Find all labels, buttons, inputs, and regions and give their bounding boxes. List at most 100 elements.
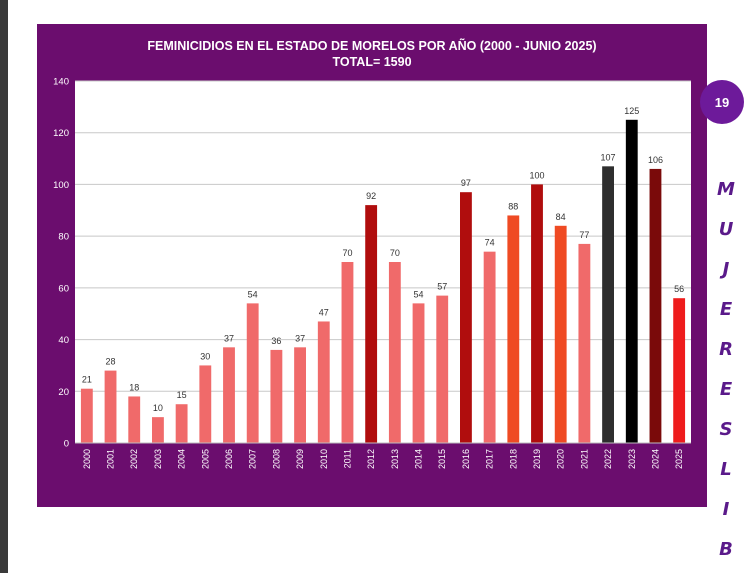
bar: [554, 225, 567, 443]
side-letter: J: [722, 259, 730, 280]
bar: [507, 215, 520, 443]
data-label: 100: [529, 170, 544, 180]
bar: [531, 184, 543, 443]
page: FEMINICIDIOS EN EL ESTADO DE MORELOS POR…: [8, 0, 756, 573]
x-tick-label: 2011: [342, 449, 352, 468]
bar: [223, 347, 235, 443]
x-tick-label: 2016: [461, 449, 471, 469]
bar: [270, 349, 283, 443]
x-tick-label: 2019: [532, 449, 542, 469]
bar: [317, 321, 330, 443]
plot-area: [75, 81, 691, 443]
bar: [365, 205, 378, 443]
x-tick-label: 2012: [366, 449, 376, 469]
bar: [673, 298, 686, 443]
bar: [460, 192, 472, 443]
data-label: 47: [319, 307, 329, 317]
chart-title: FEMINICIDIOS EN EL ESTADO DE MORELOS POR…: [147, 39, 597, 53]
bar: [199, 365, 212, 443]
data-label: 106: [648, 155, 663, 165]
side-letter: I: [722, 499, 730, 520]
x-tick-label: 2007: [248, 449, 258, 469]
bar: [175, 404, 188, 443]
data-label: 54: [414, 289, 424, 299]
x-tick-label: 2024: [650, 449, 660, 469]
y-tick-label: 120: [53, 128, 69, 139]
chart-title-block: FEMINICIDIOS EN EL ESTADO DE MORELOS POR…: [37, 38, 707, 70]
data-label: 54: [248, 289, 258, 299]
x-tick-label: 2022: [603, 449, 613, 469]
bar: [602, 166, 614, 444]
x-tick-label: 2008: [271, 449, 281, 469]
chart-subtitle: TOTAL= 1590: [332, 55, 412, 69]
bar: [246, 303, 259, 443]
bar: [412, 303, 425, 443]
x-tick-label: 2006: [224, 449, 234, 469]
data-label: 97: [461, 178, 471, 188]
x-tick-label: 2025: [674, 449, 684, 469]
bar: [341, 262, 354, 443]
bar: [128, 396, 141, 443]
side-letter: L: [720, 459, 732, 480]
bar: [388, 262, 401, 443]
y-tick-label: 140: [53, 77, 69, 88]
x-tick-label: 2013: [390, 449, 400, 469]
x-tick-label: 2000: [82, 449, 92, 469]
data-label: 107: [601, 152, 616, 162]
data-label: 77: [579, 230, 589, 240]
x-tick-label: 2001: [106, 449, 116, 469]
data-label: 30: [200, 351, 210, 361]
y-tick-label: 40: [58, 335, 69, 346]
x-tick-label: 2020: [556, 449, 566, 469]
side-letter: B: [719, 539, 733, 560]
data-label: 37: [295, 333, 305, 343]
data-label: 74: [485, 238, 495, 248]
data-label: 125: [624, 106, 639, 116]
page-number-badge: 19: [700, 80, 744, 124]
x-tick-label: 2010: [319, 449, 329, 469]
x-tick-label: 2005: [200, 449, 210, 469]
y-tick-label: 0: [64, 439, 69, 450]
x-tick-label: 2004: [177, 449, 187, 469]
x-tick-label: 2015: [437, 449, 447, 469]
y-tick-label: 100: [53, 180, 69, 191]
data-label: 37: [224, 333, 234, 343]
data-label: 70: [342, 248, 352, 258]
bar: [436, 295, 449, 443]
side-letter: E: [719, 299, 733, 320]
data-label: 70: [390, 248, 400, 258]
y-tick-label: 20: [58, 387, 69, 398]
data-label: 15: [177, 390, 187, 400]
side-letter: U: [718, 219, 734, 240]
data-label: 18: [129, 382, 139, 392]
x-tick-label: 2009: [295, 449, 305, 469]
chart-panel: FEMINICIDIOS EN EL ESTADO DE MORELOS POR…: [37, 24, 707, 507]
bar: [152, 417, 164, 443]
bar: [625, 119, 638, 444]
data-label: 88: [508, 201, 518, 211]
x-tick-label: 2003: [153, 449, 163, 469]
data-label: 21: [82, 375, 92, 385]
side-letter: R: [719, 339, 733, 360]
bar: [483, 251, 496, 443]
y-tick-label: 60: [58, 283, 69, 294]
data-label: 10: [153, 403, 163, 413]
bar-chart: 0 20 40 60 80 100 120 140 21 2000 28 2001 18 2002 10 20…: [53, 77, 691, 469]
bar: [649, 168, 662, 443]
data-label: 84: [556, 212, 566, 222]
bar: [294, 347, 306, 443]
bar: [104, 370, 117, 443]
side-letter: S: [719, 419, 733, 440]
data-label: 57: [437, 282, 447, 292]
data-label: 36: [271, 336, 281, 346]
x-tick-label: 2018: [508, 449, 518, 469]
x-tick-label: 2021: [579, 449, 589, 469]
x-tick-label: 2017: [485, 449, 495, 469]
y-tick-label: 80: [58, 232, 69, 243]
x-tick-label: 2002: [129, 449, 139, 469]
x-tick-label: 2014: [414, 449, 424, 469]
data-label: 28: [106, 357, 116, 367]
bar: [80, 388, 93, 443]
data-label: 56: [674, 284, 684, 294]
